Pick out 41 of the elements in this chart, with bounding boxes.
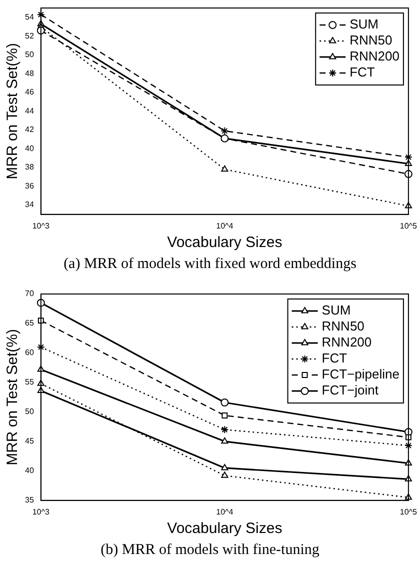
y-tick-label: 70 (24, 289, 34, 298)
y-tick-label: 40 (24, 466, 34, 476)
text: (a) MRR of models with fixed word embeddings (62, 255, 358, 274)
y-tick-label: 55 (24, 378, 34, 387)
legend-label: SUM (350, 16, 378, 32)
x-tick-label: 10^4 (216, 507, 234, 516)
y-tick-label: 52 (24, 31, 34, 40)
x-tick-label: 10^3 (32, 507, 50, 516)
y-tick-label: 54 (24, 12, 34, 22)
x-tick-label: 10^5 (400, 507, 418, 516)
x-tick-label: 10^4 (216, 221, 234, 230)
legend-label: FCT (350, 64, 375, 80)
y-tick-label: 45 (24, 436, 34, 446)
y-axis-title: MRR on Test Set(%) (4, 42, 22, 180)
y-tick-label: 46 (24, 88, 34, 97)
x-axis-title: Vocabulary Sizes (167, 520, 282, 538)
y-tick-label: 48 (24, 68, 34, 78)
y-tick-label: 34 (24, 200, 34, 210)
y-tick-label: 50 (24, 407, 34, 416)
text: (b) MRR of models with fine-tuning (100, 541, 320, 560)
legend-label: RNN50 (350, 32, 392, 48)
y-tick-label: 38 (24, 162, 34, 172)
x-tick-label: 10^5 (400, 221, 418, 230)
y-tick-label: 50 (24, 50, 34, 60)
y-tick-label: 35 (24, 496, 34, 505)
y-tick-label: 65 (24, 318, 34, 328)
y-tick-label: 60 (24, 348, 34, 358)
legend-label: RNN50 (322, 318, 364, 334)
y-tick-label: 36 (24, 181, 34, 190)
legend-label: FCT (322, 350, 348, 366)
x-tick-label: 10^3 (32, 221, 50, 230)
legend-label: RNN200 (322, 334, 372, 350)
y-tick-label: 42 (24, 125, 34, 134)
y-tick-label: 44 (24, 106, 34, 116)
y-axis-title: MRR on Test Set(%) (4, 328, 22, 466)
legend-label: SUM (322, 302, 351, 318)
legend-label: FCT−joint (322, 382, 379, 398)
y-tick-label: 40 (24, 144, 34, 153)
x-axis-title: Vocabulary Sizes (167, 234, 282, 252)
legend-label: RNN200 (350, 48, 400, 64)
legend-label: FCT−pipeline (322, 366, 400, 382)
